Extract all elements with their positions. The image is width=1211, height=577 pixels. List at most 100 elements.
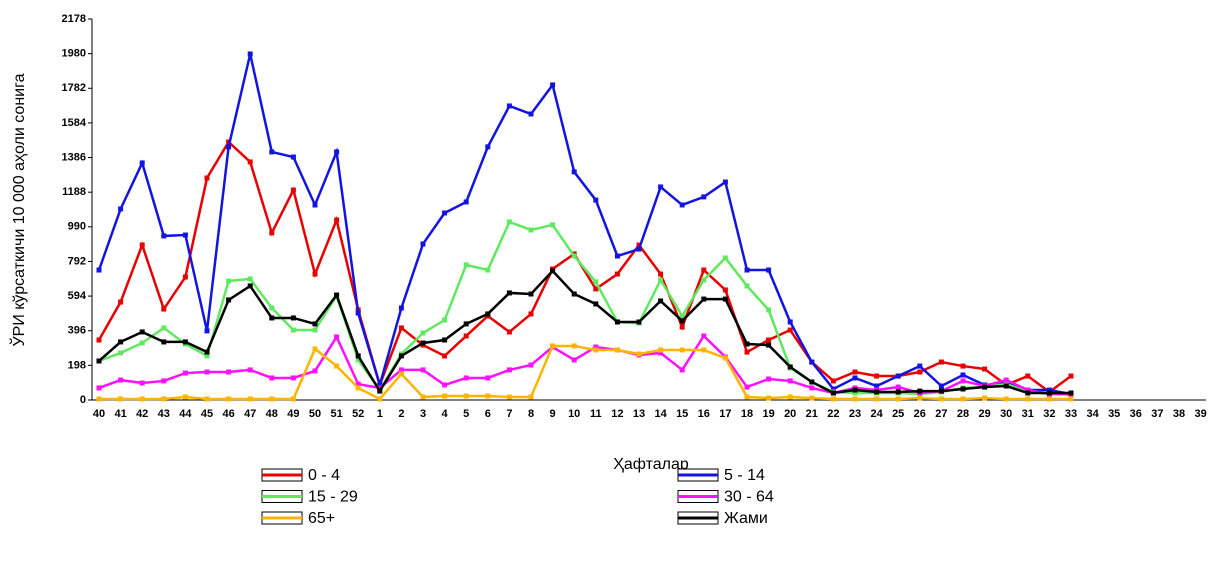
data-point — [182, 394, 188, 400]
series-line — [97, 140, 1072, 394]
data-point — [139, 396, 145, 402]
data-point — [1068, 390, 1074, 396]
data-point — [550, 222, 556, 228]
data-point — [571, 343, 577, 349]
data-point — [679, 318, 685, 324]
data-point — [658, 350, 664, 356]
data-point — [701, 267, 707, 273]
data-point — [722, 287, 728, 293]
data-point — [766, 395, 772, 401]
data-point — [398, 353, 404, 359]
x-tick-label: 27 — [935, 408, 947, 420]
data-point — [96, 358, 102, 364]
data-point — [118, 339, 124, 345]
data-point — [701, 347, 707, 353]
data-point — [398, 325, 404, 331]
data-point — [809, 385, 815, 391]
data-point — [312, 202, 318, 208]
data-point — [550, 343, 556, 349]
data-point — [161, 233, 167, 239]
data-point — [118, 396, 124, 402]
data-point — [442, 317, 448, 323]
data-point — [506, 367, 512, 373]
data-point — [830, 386, 836, 392]
x-tick-label: 52 — [352, 408, 364, 420]
data-point — [506, 329, 512, 335]
data-point — [658, 347, 664, 353]
data-point — [679, 202, 685, 208]
data-point — [636, 351, 642, 357]
data-point — [766, 267, 772, 273]
data-point — [852, 396, 858, 402]
x-tick-label: 50 — [309, 408, 321, 420]
data-point — [204, 369, 210, 375]
y-tick-label: 594 — [68, 290, 87, 302]
x-tick-label: 34 — [1086, 408, 1099, 420]
data-point — [226, 369, 232, 375]
data-point — [312, 271, 318, 277]
data-point — [982, 384, 988, 390]
data-point — [593, 347, 599, 353]
data-point — [744, 341, 750, 347]
data-point — [593, 279, 599, 285]
series-line — [98, 269, 1071, 395]
series-line — [98, 220, 1072, 397]
data-point — [269, 149, 275, 155]
data-point — [874, 373, 880, 379]
data-point — [917, 388, 923, 394]
x-tick-label: 46 — [222, 408, 234, 420]
data-point — [377, 382, 383, 388]
data-point — [722, 355, 728, 361]
x-tick-label: 19 — [762, 408, 774, 420]
data-point — [377, 396, 383, 402]
data-point — [420, 367, 426, 373]
data-point — [96, 337, 102, 343]
data-point — [334, 217, 340, 223]
data-point — [334, 292, 340, 298]
data-point — [290, 396, 296, 402]
data-point — [744, 394, 750, 400]
data-point — [658, 271, 664, 277]
data-point — [139, 160, 145, 166]
x-tick-label: 28 — [957, 408, 969, 420]
data-point — [938, 359, 944, 365]
data-point — [247, 51, 253, 57]
data-point — [204, 328, 210, 334]
legend-label: 30 - 64 — [724, 489, 774, 506]
x-tick-label: 20 — [784, 408, 796, 420]
data-point — [614, 319, 620, 325]
data-point — [787, 364, 793, 370]
data-point — [744, 349, 750, 355]
data-point — [614, 271, 620, 277]
data-point — [571, 357, 577, 363]
data-point — [226, 297, 232, 303]
x-tick-label: 22 — [827, 408, 839, 420]
data-point — [485, 144, 491, 150]
data-point — [766, 337, 772, 343]
data-point — [226, 396, 232, 402]
data-point — [1025, 387, 1031, 393]
data-point — [247, 283, 253, 289]
data-point — [571, 253, 577, 259]
y-tick-label: 792 — [68, 255, 86, 267]
data-point — [247, 276, 253, 282]
data-point — [809, 395, 815, 401]
data-point — [182, 339, 188, 345]
data-point — [571, 169, 577, 175]
series-line — [98, 334, 1071, 396]
x-tick-label: 21 — [806, 408, 818, 420]
data-point — [571, 291, 577, 297]
data-point — [334, 334, 340, 340]
data-point — [982, 366, 988, 372]
x-tick-label: 18 — [741, 408, 753, 420]
data-point — [226, 144, 232, 150]
x-tick-label: 2 — [398, 408, 404, 420]
data-point — [895, 396, 901, 402]
data-point — [528, 362, 534, 368]
x-tick-label: 8 — [528, 408, 534, 420]
data-point — [852, 375, 858, 381]
data-point — [1046, 396, 1052, 402]
x-tick-label: 5 — [463, 408, 469, 420]
